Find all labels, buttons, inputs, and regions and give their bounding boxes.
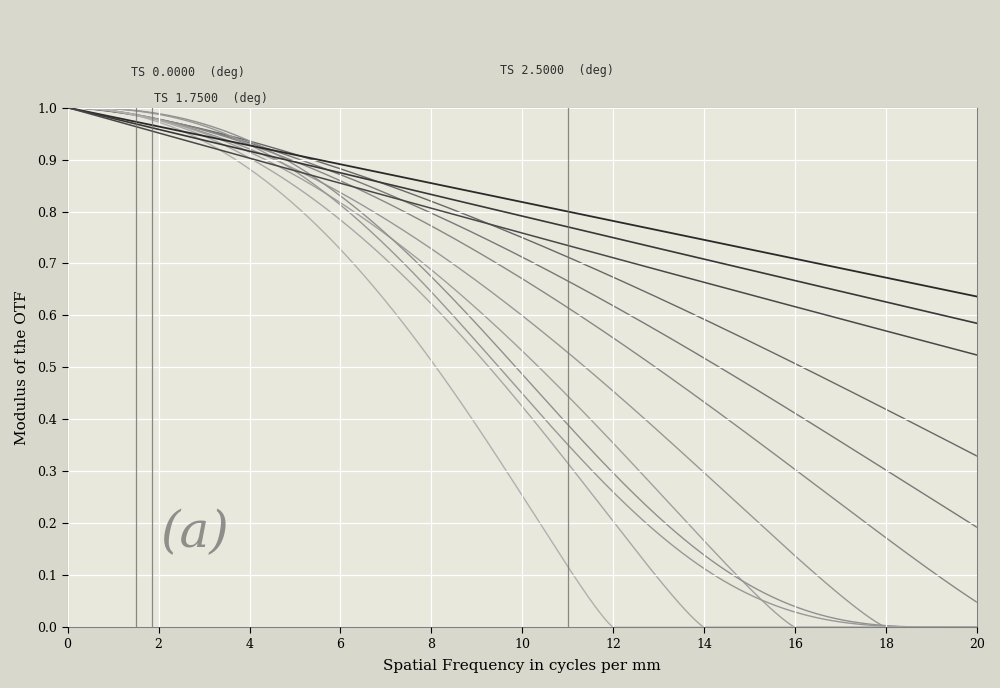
Text: (a): (a) <box>161 509 229 559</box>
X-axis label: Spatial Frequency in cycles per mm: Spatial Frequency in cycles per mm <box>383 659 661 673</box>
Y-axis label: Modulus of the OTF: Modulus of the OTF <box>15 290 29 444</box>
Text: TS 2.5000  (deg): TS 2.5000 (deg) <box>500 64 614 77</box>
Text: TS 1.7500  (deg): TS 1.7500 (deg) <box>154 92 268 105</box>
Text: TS 0.0000  (deg): TS 0.0000 (deg) <box>131 67 245 79</box>
